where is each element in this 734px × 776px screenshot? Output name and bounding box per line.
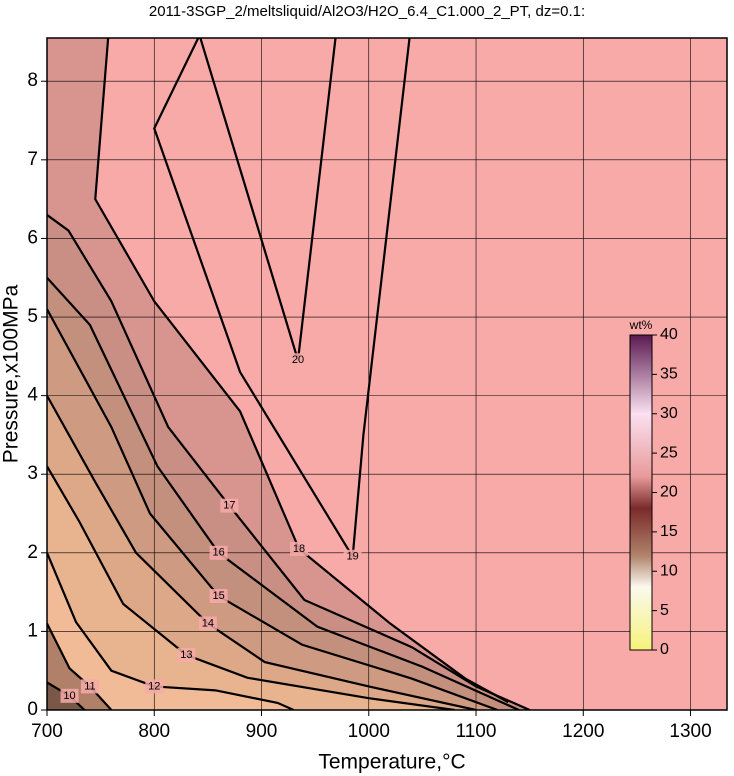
y-tick-label: 2: [27, 542, 38, 563]
x-tick-label: 800: [138, 721, 170, 742]
colorbar-tick-label: 20: [660, 484, 678, 501]
contour-label-bg: [80, 679, 99, 694]
y-tick-label: 3: [27, 463, 38, 484]
contour-label: 19: [347, 551, 359, 563]
contour-line: [153, 38, 411, 561]
y-tick-label: 0: [27, 699, 38, 720]
contour-label-bg: [209, 589, 228, 604]
colorbar-tick-label: 5: [660, 602, 669, 619]
colorbar-tick-label: 25: [660, 444, 678, 461]
contour-label-bg: [198, 616, 217, 631]
contour-label-bg: [288, 353, 307, 368]
colorbar-tick-label: 0: [660, 641, 669, 658]
y-tick-label: 5: [27, 306, 38, 327]
contour-label-bg: [290, 541, 309, 556]
contour-label-bg: [220, 498, 239, 513]
contour-label-bg: [343, 549, 362, 564]
y-axis-title: Pressure,x100MPa: [0, 284, 23, 463]
colorbar-tick-label: 35: [660, 366, 678, 383]
contour-label-bg: [209, 545, 228, 560]
colorbar-tick-label: 15: [660, 523, 678, 540]
colorbar-tick-label: 40: [660, 326, 678, 343]
x-tick-label: 1000: [348, 721, 390, 742]
plot-area: 20 19 18 17 16 15 14 13 12 11 10: [47, 38, 727, 710]
colorbar-tick-label: 30: [660, 405, 678, 422]
contour-label: 14: [202, 617, 214, 629]
contour-fill: [47, 38, 498, 710]
y-tick-label: 1: [27, 620, 38, 641]
contour-label-bg: [177, 647, 196, 662]
contour-label-bg: [145, 679, 164, 694]
contour-fill: [47, 38, 112, 710]
x-axis-title: Temperature,°C: [318, 751, 465, 774]
contour-label: 17: [223, 500, 235, 512]
y-tick-label: 4: [27, 385, 38, 406]
x-tick-label: 1300: [669, 721, 711, 742]
contour-label: 13: [180, 649, 192, 661]
contour-label: 20: [292, 354, 304, 366]
colorbar: [629, 334, 653, 651]
colorbar-tick-label: 10: [660, 562, 678, 579]
x-tick-label: 700: [31, 721, 63, 742]
contour-label: 10: [63, 690, 75, 702]
colorbar-label: wt%: [629, 318, 653, 332]
x-tick-label: 1100: [456, 721, 497, 742]
contour-label: 16: [212, 547, 224, 559]
y-tick-label: 8: [27, 70, 38, 91]
contour-label: 11: [84, 680, 95, 692]
y-tick-label: 6: [27, 227, 38, 248]
x-tick-label: 1200: [562, 721, 604, 742]
y-tick-label: 7: [27, 149, 38, 170]
contour-line: [94, 38, 509, 704]
contour-label: 18: [293, 543, 305, 555]
plot-frame: [46, 37, 728, 711]
x-tick-label: 900: [246, 721, 278, 742]
overlay: 700 800 900 1000 1100 1200 1300012345678wt%051…: [27, 37, 728, 742]
contour-fill: [47, 38, 294, 710]
chart-title: 2011-3SGP_2/meltsliquid/Al2O3/H2O_6.4_C1…: [149, 3, 585, 20]
contour-line: [47, 623, 113, 710]
contour-label-bg: [60, 688, 79, 703]
contour-label: 12: [148, 680, 160, 692]
contour-label: 15: [212, 590, 224, 602]
